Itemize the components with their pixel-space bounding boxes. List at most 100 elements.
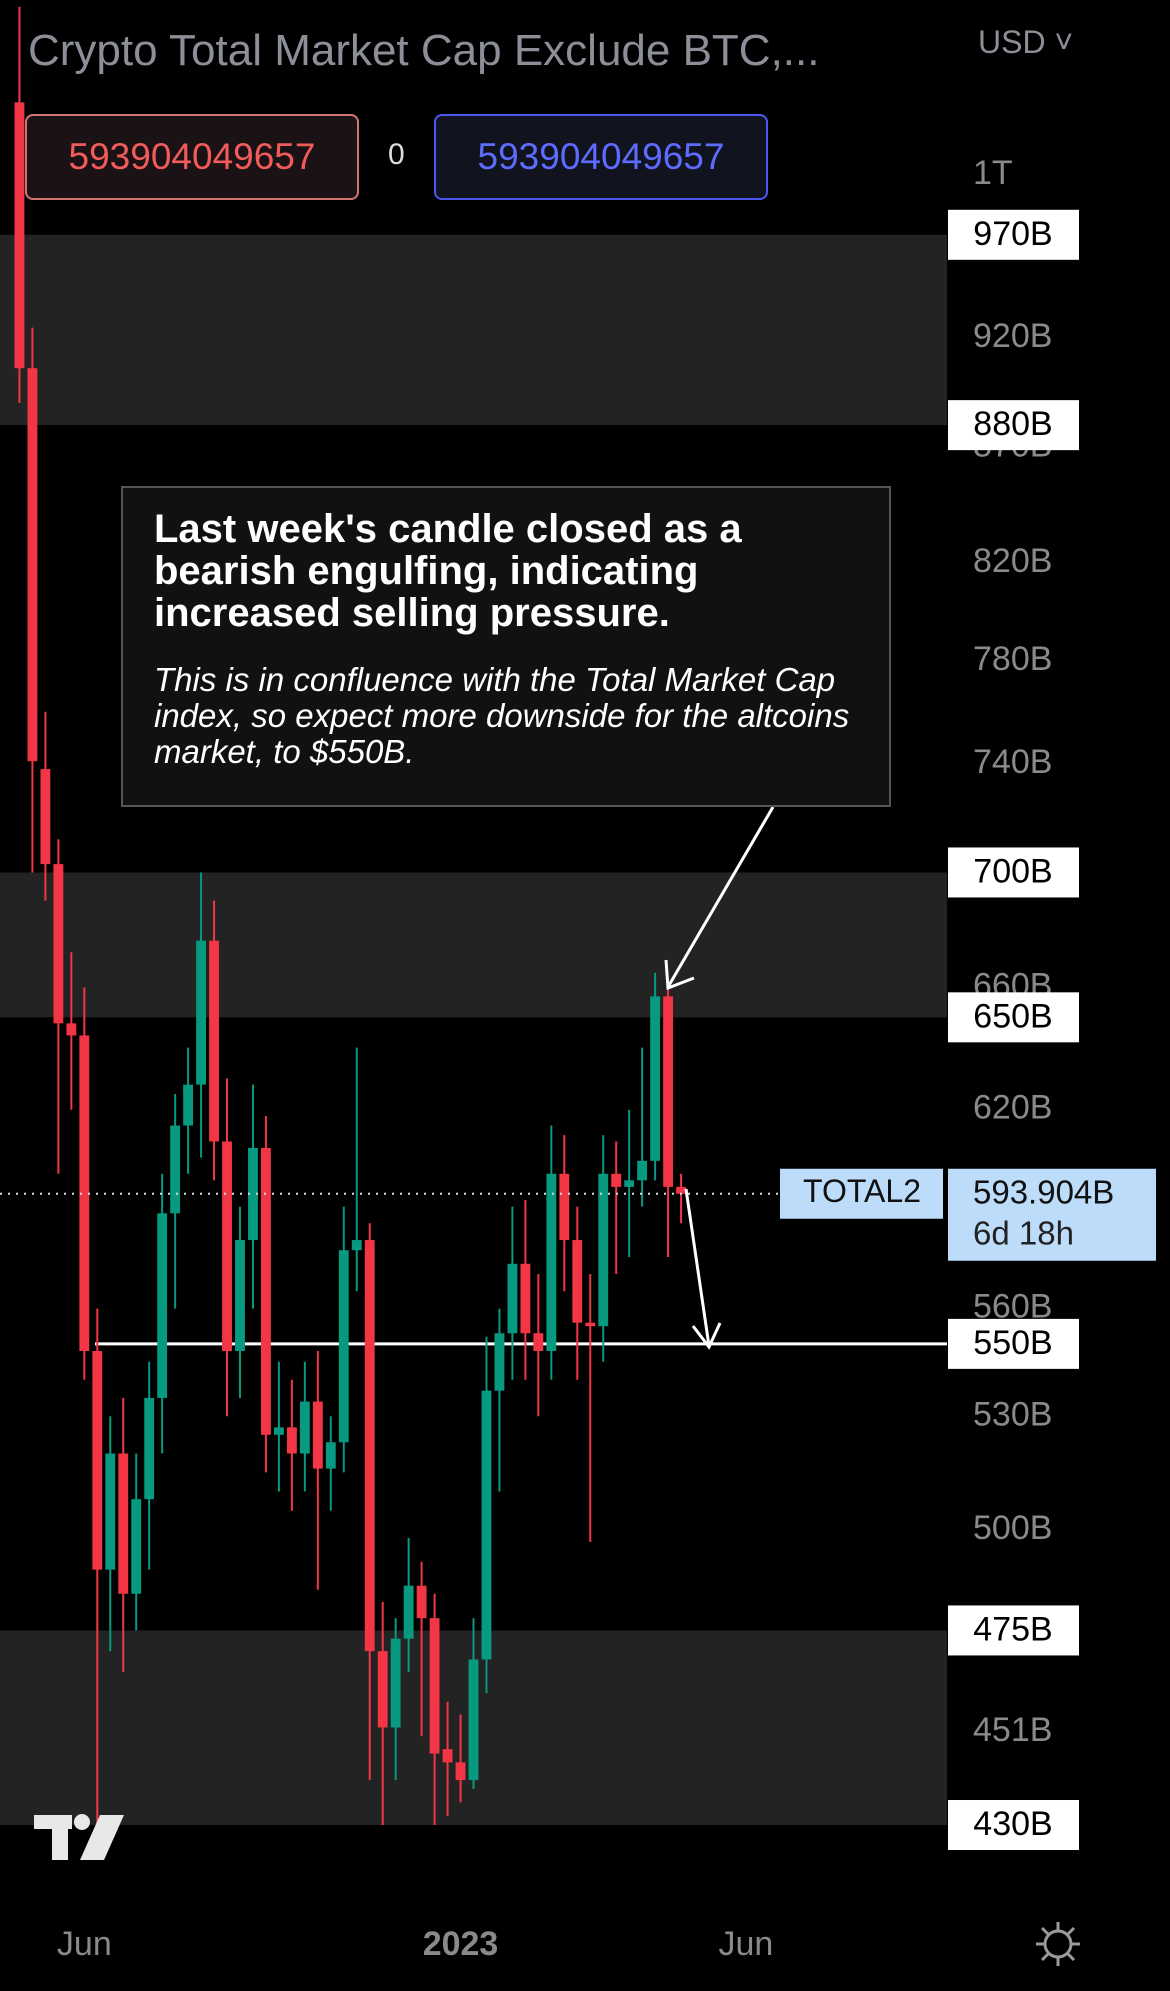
last-price-label: 593.904B — [973, 1173, 1114, 1210]
candle-body — [403, 1585, 414, 1639]
candle-body — [585, 1322, 596, 1327]
candle-body — [507, 1263, 518, 1334]
candle-body — [183, 1084, 194, 1126]
annotation-heading: Last week's candle closed as a bearish e… — [154, 507, 742, 635]
candle-body — [312, 1401, 323, 1469]
arrow — [666, 806, 775, 988]
price-box — [948, 209, 1079, 260]
candle-body — [170, 1125, 181, 1214]
candle-body — [520, 1263, 531, 1334]
price-box-label: 475B — [973, 1610, 1052, 1648]
candle-body — [157, 1213, 168, 1398]
candle-body — [468, 1659, 479, 1781]
price-box — [948, 1318, 1079, 1369]
logo-part — [74, 1814, 90, 1830]
candle-body — [338, 1250, 349, 1443]
x-tick-label: 2023 — [423, 1925, 499, 1963]
candle-body — [131, 1499, 142, 1594]
candle-body — [637, 1160, 648, 1181]
price-box-label: 430B — [973, 1805, 1052, 1843]
candle-body — [442, 1749, 453, 1763]
candle-body — [92, 1350, 103, 1570]
candle-body — [299, 1401, 310, 1454]
x-tick-label: Jun — [719, 1925, 774, 1963]
candle-body — [235, 1240, 245, 1351]
settings-icon[interactable] — [1036, 1922, 1080, 1966]
symbol-tag — [780, 1168, 943, 1219]
candle-body — [53, 864, 64, 1024]
candle-body — [286, 1427, 297, 1454]
arrows — [664, 806, 775, 1350]
logo-part — [52, 1815, 68, 1860]
price-box-label: 550B — [973, 1324, 1052, 1362]
annotation: Last week's candle closed as a bearish e… — [121, 486, 891, 807]
arrow — [684, 1188, 711, 1347]
candle-body — [105, 1453, 116, 1570]
price-box-label: 880B — [973, 405, 1052, 443]
candle-body — [196, 940, 207, 1085]
arrow-head — [664, 959, 695, 991]
candle-body — [611, 1173, 622, 1187]
price-box — [948, 400, 1079, 451]
zone — [0, 872, 947, 1018]
candle-body — [390, 1638, 401, 1728]
candle-body — [14, 102, 25, 369]
zone — [0, 234, 947, 426]
y-tick-label: 920B — [973, 317, 1052, 355]
y-tick-label: 740B — [973, 743, 1052, 781]
price-box — [948, 992, 1079, 1043]
candle-body — [222, 1141, 232, 1351]
price-box-label: 970B — [973, 215, 1052, 253]
y-tick-label: 530B — [973, 1395, 1052, 1433]
y-tick-label: 500B — [973, 1509, 1052, 1547]
logo-part — [80, 1815, 124, 1860]
candle-body — [66, 1023, 77, 1036]
input-middle: 0 — [388, 138, 405, 171]
candle-body — [546, 1173, 557, 1351]
candle-body — [572, 1240, 583, 1323]
candle-body — [351, 1240, 362, 1251]
candle-body — [624, 1180, 635, 1187]
price-box — [948, 1605, 1079, 1656]
candle-body — [325, 1442, 336, 1469]
candle-body — [144, 1397, 155, 1500]
candle-body — [364, 1240, 375, 1652]
countdown: 6d 18h — [973, 1214, 1074, 1251]
price-box — [948, 1800, 1079, 1851]
candle-body — [559, 1173, 570, 1241]
candle-body — [40, 769, 51, 865]
plot: 1T920B870B820B780B740B660B620B560B530B50… — [0, 6, 1156, 1963]
candle-body — [494, 1333, 505, 1391]
candle-body — [676, 1186, 686, 1194]
candle-body — [273, 1427, 284, 1435]
price-box — [948, 847, 1079, 898]
candle-body — [429, 1618, 440, 1754]
input-left[interactable]: 593904049657 — [25, 114, 359, 200]
candle-body — [455, 1762, 466, 1781]
annotation-body: This is in confluence with the Total Mar… — [154, 661, 850, 770]
candle-body — [261, 1147, 271, 1435]
candle-body — [79, 1035, 90, 1351]
candle-body — [27, 368, 38, 762]
price-box-label: 650B — [973, 997, 1052, 1035]
currency-selector[interactable]: USD ˅ — [978, 24, 1074, 60]
y-tick-label: 820B — [973, 542, 1052, 580]
candle-body — [598, 1173, 609, 1327]
candle-body — [650, 996, 661, 1161]
symbol-label: TOTAL2 — [803, 1173, 921, 1209]
currency[interactable]: USD — [978, 24, 1046, 60]
y-tick-label: 1T — [973, 154, 1013, 192]
input-right[interactable]: 593904049657 — [434, 114, 768, 200]
arrow-head — [691, 1322, 722, 1350]
x-tick-label: Jun — [57, 1925, 112, 1963]
y-tick-label: 620B — [973, 1089, 1052, 1127]
chart-title: Crypto Total Market Cap Exclude BTC,... — [28, 26, 820, 75]
candle-body — [416, 1585, 427, 1619]
tv-logo — [34, 1814, 124, 1860]
candle-body — [663, 996, 674, 1187]
candle-body — [248, 1147, 258, 1241]
last-price-box — [948, 1168, 1156, 1261]
candle-body — [377, 1651, 388, 1728]
candle-body — [481, 1390, 492, 1660]
